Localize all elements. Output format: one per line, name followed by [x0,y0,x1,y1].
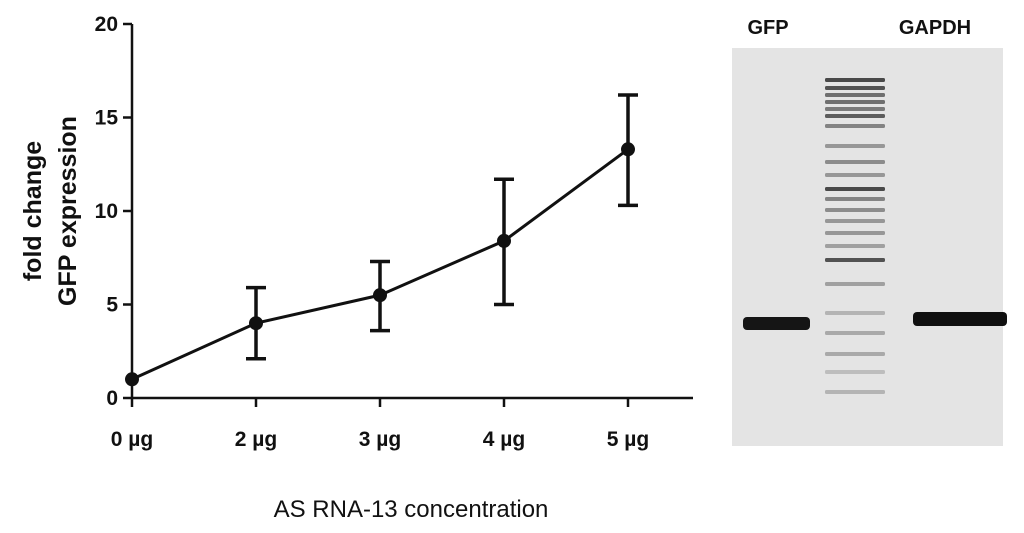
x-tick-label: 5 µg [607,428,649,451]
x-axis-title: AS RNA-13 concentration [274,496,549,523]
ladder-band [825,370,885,374]
ladder-band [825,78,885,82]
data-point [373,288,387,303]
ladder-band [825,86,885,90]
lane-label-gfp: GFP [747,17,788,39]
ladder-band [825,311,885,315]
ladder-band [825,173,885,177]
data-point [125,372,139,387]
ladder-band [825,144,885,148]
data-point [497,233,511,248]
y-tick-label: 15 [95,107,119,130]
data-points [125,142,635,387]
ladder-band [825,93,885,97]
y-tick-label: 5 [106,294,118,317]
gapdh-band [913,312,1007,326]
ladder-band [825,231,885,235]
x-tick-label: 2 µg [235,428,277,451]
ladder-band [825,258,885,262]
ladder-band [825,390,885,394]
y-tick-label: 0 [106,387,118,410]
y-tick-label: 10 [95,200,118,223]
data-point [621,142,635,157]
ladder-band [825,331,885,335]
ladder-band [825,282,885,286]
ladder-lane [825,78,885,394]
x-tick-label: 0 µg [111,428,153,451]
y-axis-title-line-1: fold change [19,141,47,281]
data-point [249,316,263,331]
y-axis-title-line-2: GFP expression [54,116,82,306]
ladder-band [825,187,885,191]
ladder-band [825,219,885,223]
ladder-band [825,244,885,248]
y-ticks: 0 5 10 15 20 [95,13,132,410]
ladder-band [825,100,885,104]
gfp-band [743,317,810,330]
ladder-band [825,107,885,111]
ladder-band [825,124,885,128]
ladder-band [825,114,885,118]
x-ticks: 0 µg 2 µg 3 µg 4 µg 5 µg [111,398,649,451]
error-bars [246,93,638,361]
ladder-band [825,352,885,356]
x-tick-label: 3 µg [359,428,401,451]
gel-image: GFP GAPDH [732,17,1007,446]
ladder-band [825,208,885,212]
y-tick-label: 20 [95,13,118,36]
ladder-band [825,160,885,164]
lane-label-gapdh: GAPDH [899,17,971,39]
ladder-band [825,197,885,201]
line-chart: 0 5 10 15 20 0 µg 2 µg 3 µg 4 µg 5 µg fold chang… [19,13,693,523]
x-tick-label: 4 µg [483,428,525,451]
